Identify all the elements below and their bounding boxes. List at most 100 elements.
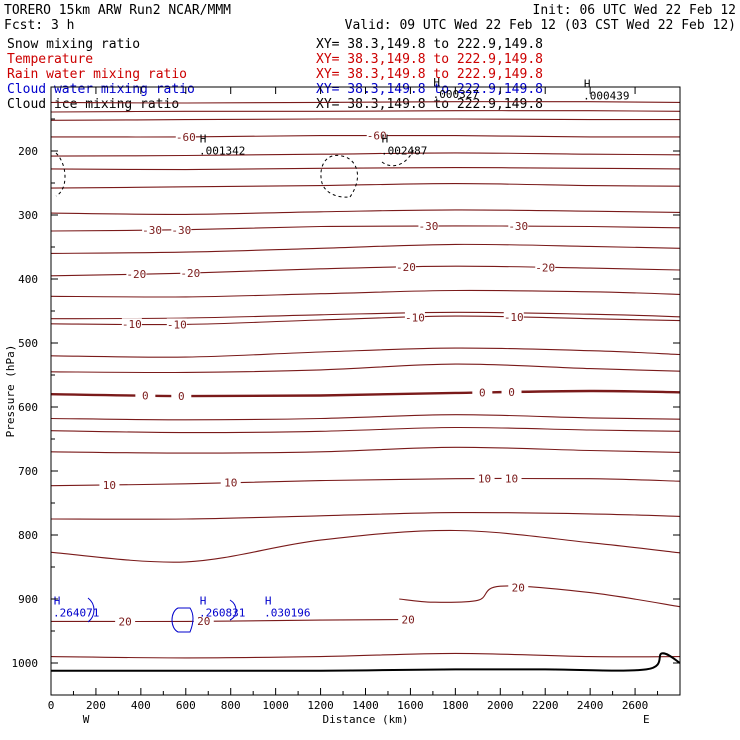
isotherm-line — [50, 529, 681, 563]
x-tick-label: 2600 — [622, 699, 649, 712]
cloud-water-contour — [87, 597, 95, 623]
isotherm-label-bg — [135, 389, 156, 402]
isotherm-label: -10 — [122, 318, 142, 331]
isotherm-label: 10 — [478, 473, 491, 486]
x-tick-label: 2200 — [532, 699, 559, 712]
plot-area: -60 -60 -30 -30 -30 -30 -20 -20 -20 -20 -10 -10 -10 -… — [50, 76, 681, 672]
isotherm-label: -30 — [171, 224, 191, 237]
x-end-label-west: W — [83, 713, 90, 726]
isotherm-line — [50, 134, 681, 138]
y-tick-label: 1000 — [12, 657, 39, 670]
isotherm-line — [50, 118, 681, 121]
y-tick-label: 400 — [18, 273, 38, 286]
y-tick-label: 300 — [18, 209, 38, 222]
isotherm-label: 20 — [512, 581, 525, 594]
max-value-label: .260831 — [199, 607, 245, 620]
isotherm-label-bg — [535, 261, 556, 274]
legend-entry-name: Cloud ice mixing ratio — [7, 97, 179, 112]
isotherm-label: -20 — [180, 267, 200, 280]
isotherm-line — [50, 110, 681, 113]
isotherm-line — [50, 209, 681, 215]
cloud-ice-contour — [320, 154, 358, 198]
isotherm-label-bg — [115, 615, 136, 628]
isotherm-label-bg — [220, 476, 241, 489]
isotherm-label: -20 — [396, 261, 416, 274]
isotherm-label: 0 — [508, 386, 515, 399]
isotherm-label: 10 — [224, 477, 237, 490]
isotherm-label-bg — [501, 386, 522, 399]
legend-entry-xy: XY= 38.3,149.8 to 222.9,149.8 — [316, 97, 543, 112]
isotherm-label-bg — [171, 390, 192, 403]
isotherm-label: -60 — [176, 131, 196, 144]
x-tick-label: 1000 — [262, 699, 289, 712]
y-tick-label: 200 — [18, 145, 38, 158]
x-tick-label: 1600 — [397, 699, 424, 712]
isotherm-line — [50, 311, 681, 320]
isotherm-label-bg — [508, 581, 529, 594]
x-tick-label: 200 — [86, 699, 106, 712]
model-title: TORERO 15km ARW Run2 NCAR/MMM — [4, 3, 231, 18]
isotherm-line — [50, 225, 681, 232]
isotherm-label: 0 — [142, 390, 149, 403]
legend: Snow mixing ratio XY= 38.3,149.8 to 222.9… — [7, 37, 543, 112]
isotherm-label-bg — [121, 318, 142, 331]
isotherm-label: -30 — [418, 220, 438, 233]
max-marker-h: H — [200, 133, 207, 146]
legend-entry-xy: XY= 38.3,149.8 to 222.9,149.8 — [316, 67, 543, 82]
isotherm-label: -60 — [367, 130, 387, 143]
isotherm-label: -10 — [405, 311, 425, 324]
isotherm-label-bg — [472, 386, 493, 399]
isotherm-label: 20 — [197, 615, 210, 628]
max-marker-h: H — [54, 595, 61, 608]
isotherm-line — [50, 183, 681, 189]
isotherm-line — [50, 618, 411, 623]
isotherm-label-bg — [193, 615, 214, 628]
isotherm-label-bg — [508, 220, 529, 233]
isotherm-label: 20 — [119, 615, 132, 628]
isotherm-line — [50, 477, 681, 487]
isotherm-label: 20 — [402, 613, 415, 626]
y-tick-label: 500 — [18, 337, 38, 350]
isotherm-label: -20 — [126, 268, 146, 281]
isotherm-label: 0 — [178, 390, 185, 403]
isotherm-label-bg — [404, 311, 425, 324]
isotherm-line — [50, 167, 681, 171]
max-value-label: .264071 — [53, 607, 99, 620]
isotherm-label-bg — [142, 224, 163, 237]
max-marker-h: H — [200, 595, 207, 608]
isotherm-label-bg — [126, 268, 147, 281]
x-tick-label: 0 — [48, 699, 55, 712]
isotherm-label-bg — [171, 223, 192, 236]
x-tick-label: 1800 — [442, 699, 469, 712]
isotherm-label: 0 — [479, 387, 486, 400]
max-value-label: .000439 — [583, 89, 629, 102]
max-marker-h: H — [382, 133, 389, 146]
isotherm-line — [50, 426, 681, 434]
isotherm-label-bg — [175, 130, 196, 143]
cloud-ice-contour — [381, 147, 415, 167]
isotherm-label-bg — [501, 472, 522, 485]
max-value-label: .001342 — [199, 145, 245, 158]
max-marker-h: H — [265, 595, 272, 608]
isotherm-line — [50, 511, 681, 520]
isotherm-line — [50, 243, 681, 254]
isotherm-label: -30 — [508, 220, 528, 233]
isotherm-line — [50, 446, 681, 454]
max-marker-h: H — [433, 76, 440, 89]
isotherm-label: -20 — [535, 261, 555, 274]
isotherm-line — [50, 152, 681, 157]
legend-entry-xy: XY= 38.3,149.8 to 222.9,149.8 — [316, 37, 543, 52]
cloud-water-contour — [229, 599, 237, 621]
isotherm-label-bg — [366, 129, 387, 142]
axes: 0 200 400 600 800 1000 1200 1400 1600 1800 2000 220… — [4, 86, 681, 726]
init-time: Init: 06 UTC Wed 22 Feb 12 — [533, 3, 737, 18]
isotherm-line — [50, 652, 681, 659]
cloud-ice-contour — [55, 152, 66, 197]
isotherm-label-bg — [99, 478, 120, 491]
x-tick-label: 2000 — [487, 699, 514, 712]
y-tick-label: 600 — [18, 401, 38, 414]
isotherm-line — [50, 289, 681, 298]
isotherm-label: -10 — [167, 318, 187, 331]
isotherm-label: -10 — [504, 311, 524, 324]
